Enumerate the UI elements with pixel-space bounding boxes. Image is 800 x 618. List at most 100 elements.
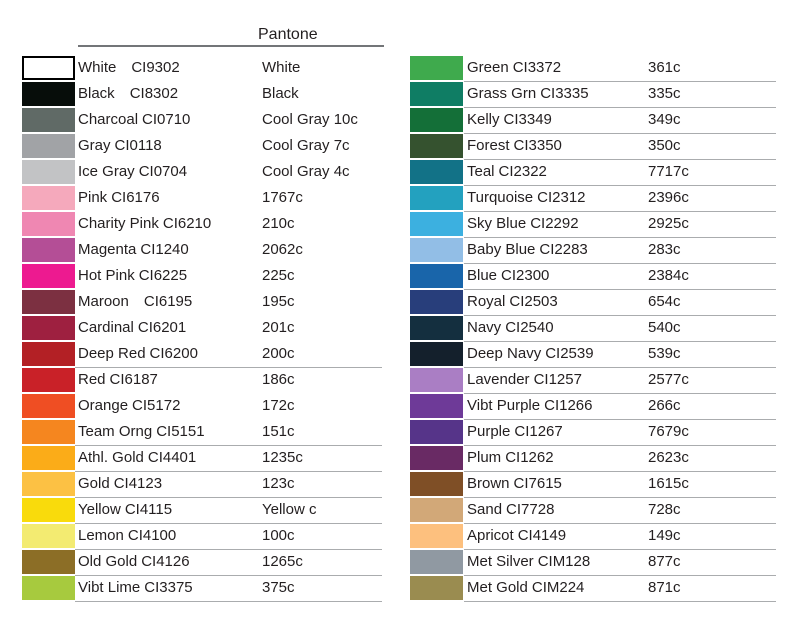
- pantone-value: 7679c: [648, 423, 689, 440]
- pantone-value: 200c: [262, 345, 295, 362]
- color-code: CI6187: [109, 371, 158, 388]
- color-swatch: [22, 212, 75, 236]
- color-row: Charity Pink CI6210 210c: [22, 212, 384, 238]
- color-name: Teal: [467, 163, 495, 180]
- color-swatch: [410, 368, 463, 392]
- color-code: CIM224: [531, 579, 585, 596]
- color-swatch: [22, 316, 75, 340]
- color-label: Old Gold CI4126: [78, 550, 190, 574]
- color-label: White CI9302: [78, 56, 180, 80]
- color-code: CI6201: [137, 319, 187, 336]
- color-name: Kelly: [467, 111, 500, 128]
- pantone-value: 349c: [648, 111, 681, 128]
- row-divider: [75, 549, 382, 550]
- pantone-value: 2384c: [648, 267, 689, 284]
- pantone-value: 1235c: [262, 449, 303, 466]
- color-name: Sky Blue: [467, 215, 527, 232]
- color-swatch: [22, 108, 75, 132]
- color-row: Magenta CI1240 2062c: [22, 238, 384, 264]
- color-row: Yellow CI4115 Yellow c: [22, 498, 384, 524]
- color-row: Forest CI3350 350c: [410, 134, 778, 160]
- color-code: CI2312: [537, 189, 586, 206]
- color-name: Deep Navy: [467, 345, 542, 362]
- color-name: Orange: [78, 397, 129, 414]
- pantone-value: 1265c: [262, 553, 303, 570]
- color-name: Ice Gray: [78, 163, 135, 180]
- color-name: Lemon: [78, 527, 124, 544]
- color-name: Forest: [467, 137, 510, 154]
- color-name: Hot Pink: [78, 267, 135, 284]
- color-label: Vibt Lime CI3375: [78, 576, 193, 600]
- color-row: Apricot CI4149 149c: [410, 524, 778, 550]
- row-divider: [464, 523, 776, 524]
- pantone-value: 728c: [648, 501, 681, 518]
- color-name: Purple: [467, 423, 511, 440]
- color-swatch: [22, 342, 75, 366]
- color-label: Magenta CI1240: [78, 238, 189, 262]
- pantone-value: White: [262, 59, 301, 76]
- color-label: Charity Pink CI6210: [78, 212, 211, 236]
- pantone-value: 225c: [262, 267, 295, 284]
- color-swatch: [22, 264, 75, 288]
- color-swatch: [410, 420, 463, 444]
- color-swatch: [22, 524, 75, 548]
- pantone-value: 361c: [648, 59, 681, 76]
- color-label: Maroon CI6195: [78, 290, 192, 314]
- color-label: Brown CI7615: [467, 472, 562, 496]
- row-divider: [75, 367, 382, 368]
- color-row: Vibt Lime CI3375 375c: [22, 576, 384, 602]
- color-row: Grass Grn CI3335 335c: [410, 82, 778, 108]
- color-code: CI7615: [513, 475, 562, 492]
- color-label: Team Orng CI5151: [78, 420, 205, 444]
- color-swatch: [410, 160, 463, 184]
- color-name: Team Orng: [78, 423, 153, 440]
- color-swatch: [22, 290, 75, 314]
- color-name: Vibt Lime: [78, 579, 141, 596]
- color-swatch: [410, 316, 463, 340]
- color-code: CI4401: [147, 449, 197, 466]
- color-code: CI3350: [513, 137, 562, 154]
- row-divider: [75, 471, 382, 472]
- color-row: Met Gold CIM224 871c: [410, 576, 778, 602]
- pantone-value: 2062c: [262, 241, 303, 258]
- color-row: Lemon CI4100 100c: [22, 524, 384, 550]
- pantone-value: 7717c: [648, 163, 689, 180]
- color-code: CI0710: [142, 111, 191, 128]
- color-name: Athl. Gold: [78, 449, 144, 466]
- row-divider: [464, 289, 776, 290]
- color-code: CI3372: [512, 59, 562, 76]
- color-row: Orange CI5172 172c: [22, 394, 384, 420]
- row-divider: [464, 263, 776, 264]
- color-row: Charcoal CI0710 Cool Gray 10c: [22, 108, 384, 134]
- pantone-value: 1615c: [648, 475, 689, 492]
- color-name: Charcoal: [78, 111, 139, 128]
- pantone-value: 871c: [648, 579, 681, 596]
- color-name: Old Gold: [78, 553, 138, 570]
- pantone-value: Yellow c: [262, 501, 317, 518]
- color-code: CI0118: [114, 137, 162, 154]
- color-label: Met Gold CIM224: [467, 576, 584, 600]
- color-swatch: [410, 394, 463, 418]
- color-code: CI9302: [131, 59, 180, 76]
- pantone-value: 201c: [262, 319, 295, 336]
- color-row: Hot Pink CI6225 225c: [22, 264, 384, 290]
- color-code: CI8302: [129, 85, 179, 102]
- pantone-value: 266c: [648, 397, 681, 414]
- color-name: Met Gold: [467, 579, 528, 596]
- color-row: Red CI6187 186c: [22, 368, 384, 394]
- row-divider: [464, 159, 776, 160]
- color-swatch: [22, 56, 75, 80]
- color-swatch: [410, 290, 463, 314]
- color-name: Baby Blue: [467, 241, 536, 258]
- row-divider: [75, 575, 382, 576]
- color-name: Blue: [467, 267, 498, 284]
- color-row: Ice Gray CI0704 Cool Gray 4c: [22, 160, 384, 186]
- color-swatch: [410, 108, 463, 132]
- color-swatch: [410, 342, 463, 366]
- color-row: White CI9302 White: [22, 56, 384, 82]
- row-divider: [464, 471, 776, 472]
- row-divider: [464, 497, 776, 498]
- color-swatch: [22, 238, 75, 262]
- row-divider: [464, 549, 776, 550]
- row-divider: [464, 419, 776, 420]
